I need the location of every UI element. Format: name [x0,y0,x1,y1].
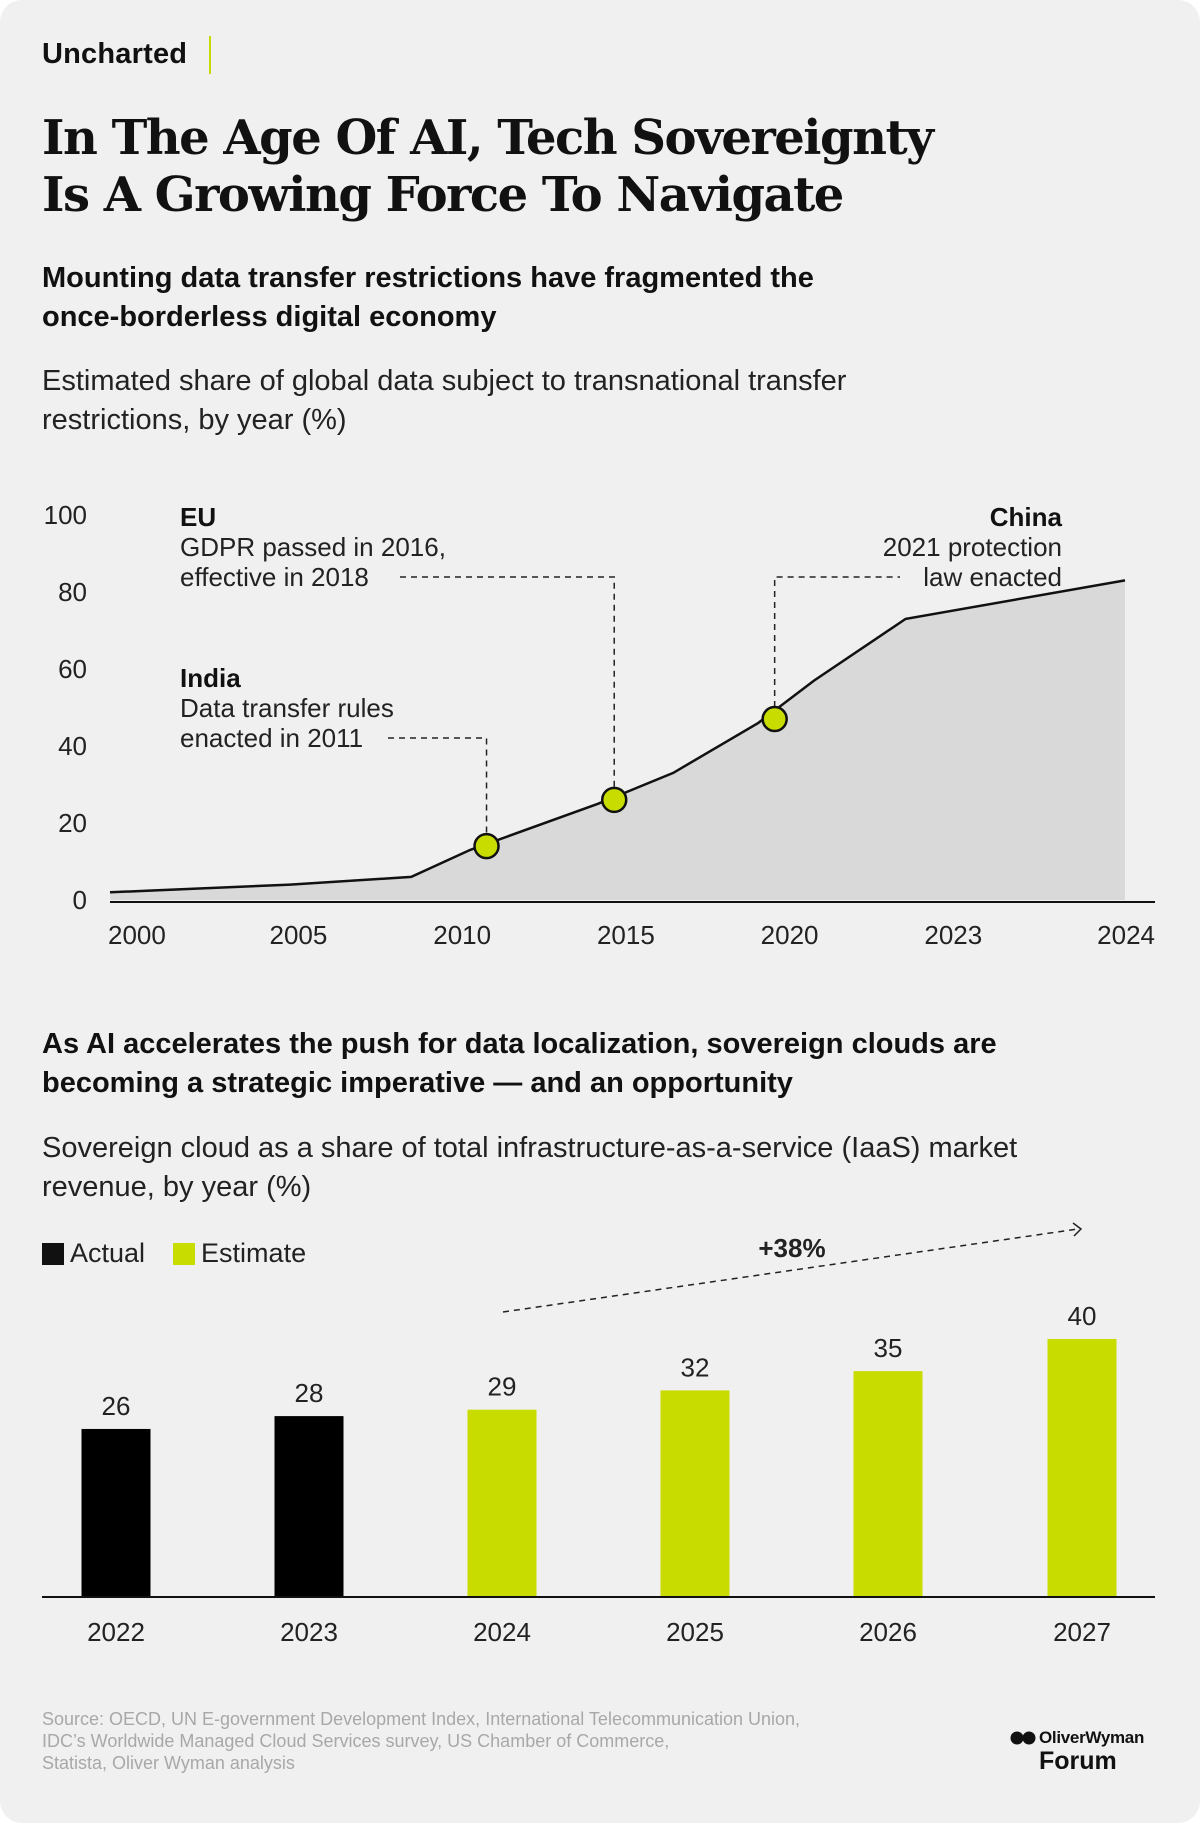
legend-actual: Actual [42,1238,145,1269]
bar-2022 [81,1428,151,1596]
brand-label: Uncharted [42,38,188,70]
logo-mark-icon [1010,1731,1036,1745]
annotation-text: 2021 protection [883,532,1062,562]
annotation-title: India [180,663,241,693]
section1-subtitle-line-1: Estimated share of global data subject t… [42,365,847,397]
annotation-title: EU [180,502,216,532]
x-tick-label: 2000 [108,920,166,950]
bar-value-label: 28 [295,1378,324,1408]
page-title-line-2: Is A Growing Force To Navigate [42,167,844,223]
event-marker-india [473,832,500,860]
section1-subtitle-line-2: restrictions, by year (%) [42,404,347,436]
y-tick-label: 100 [44,500,87,530]
bar-2023 [274,1416,344,1596]
source-line-3: Statista, Oliver Wyman analysis [42,1753,295,1773]
logo-top-text: OliverWyman [1039,1728,1145,1747]
y-tick-label: 80 [58,577,87,607]
annotation-leader [388,737,488,835]
growth-arrow-head [1072,1222,1083,1237]
bar-value-label: 29 [488,1372,517,1402]
legend-actual-label: Actual [70,1238,146,1268]
section2-subtitle-line-2: revenue, by year (%) [42,1171,312,1203]
annotation-text: enacted in 2011 [180,723,363,753]
logo-bottom-text: Forum [1039,1747,1117,1775]
legend-actual-swatch [42,1242,64,1265]
bar-chart-legend: Actual Estimate [42,1238,334,1269]
bar-value-label: 26 [102,1391,131,1421]
section2-headline: As AI accelerates the push for data loca… [42,1025,1142,1103]
bar-2024 [467,1409,537,1596]
bar-category-label: 2027 [1053,1617,1111,1647]
area-chart: 0 20 40 60 80 100 2000 2005 2010 2015 2020 2023 2024… [44,500,1155,950]
source-line-2: IDC’s Worldwide Managed Cloud Services s… [42,1731,670,1751]
brand-divider [209,36,211,74]
section1-subtitle: Estimated share of global data subject t… [42,362,1142,440]
bar-2027 [1047,1339,1117,1596]
event-marker-china [761,705,788,733]
page-title-line-1: In The Age Of AI, Tech Sovereignty [42,110,934,166]
x-tick-label: 2015 [597,920,655,950]
growth-label: +38% [758,1233,825,1263]
bar-value-label: 35 [874,1333,903,1363]
bar-2026 [853,1371,923,1596]
source-note: Source: OECD, UN E-government Developmen… [42,1708,872,1774]
x-tick-label: 2024 [1097,920,1155,950]
section2-subtitle: Sovereign cloud as a share of total infr… [42,1129,1142,1207]
growth-arrow-line [502,1228,1079,1313]
section1-headline: Mounting data transfer restrictions have… [42,259,1142,337]
section1-headline-line-1: Mounting data transfer restrictions have… [42,262,814,294]
y-tick-label: 0 [73,885,87,915]
logo-top-row: OliverWyman [1010,1728,1170,1748]
x-tick-label: 2010 [433,920,491,950]
section2-headline-line-1: As AI accelerates the push for data loca… [42,1028,997,1060]
legend-estimate-swatch [173,1242,196,1265]
page-title: In The Age Of AI, Tech Sovereignty Is A … [42,110,1142,224]
annotation-text: Data transfer rules [180,693,394,723]
bar-category-label: 2022 [87,1617,145,1647]
legend-estimate: Estimate [173,1238,306,1269]
section2-headline-line-2: becoming a strategic imperative — and an… [42,1067,793,1099]
y-tick-label: 60 [58,654,87,684]
bar-chart: 26 2022 28 2023 29 2024 32 2025 35 2026 40 2027 +38% [42,1222,1155,1647]
section2-subtitle-line-1: Sovereign cloud as a share of total infr… [42,1132,1018,1164]
y-tick-label: 20 [58,808,87,838]
bar-value-label: 40 [1068,1301,1097,1331]
area-line [109,579,1126,894]
annotation-leader [773,576,900,708]
bar-category-label: 2025 [666,1617,724,1647]
annotation-text: effective in 2018 [180,562,369,592]
bar-category-label: 2024 [473,1617,531,1647]
bar-category-label: 2026 [859,1617,917,1647]
legend-estimate-label: Estimate [201,1238,307,1268]
bar-value-label: 32 [681,1352,710,1382]
event-marker-eu [600,786,628,814]
annotation-text: GDPR passed in 2016, [180,532,446,562]
annotation-leader [400,576,615,788]
x-tick-label: 2005 [270,920,328,950]
section1-headline-line-2: once-borderless digital economy [42,301,497,333]
y-tick-label: 40 [58,731,87,761]
bar-category-label: 2023 [280,1617,338,1647]
x-tick-label: 2020 [761,920,819,950]
x-tick-label: 2023 [924,920,982,950]
oliver-wyman-forum-logo: OliverWyman Forum [1010,1728,1170,1776]
area-fill [110,580,1125,900]
annotation-title: China [990,502,1063,532]
source-line-1: Source: OECD, UN E-government Developmen… [42,1709,801,1729]
annotation-text: law enacted [923,562,1062,592]
bar-2025 [660,1390,730,1596]
